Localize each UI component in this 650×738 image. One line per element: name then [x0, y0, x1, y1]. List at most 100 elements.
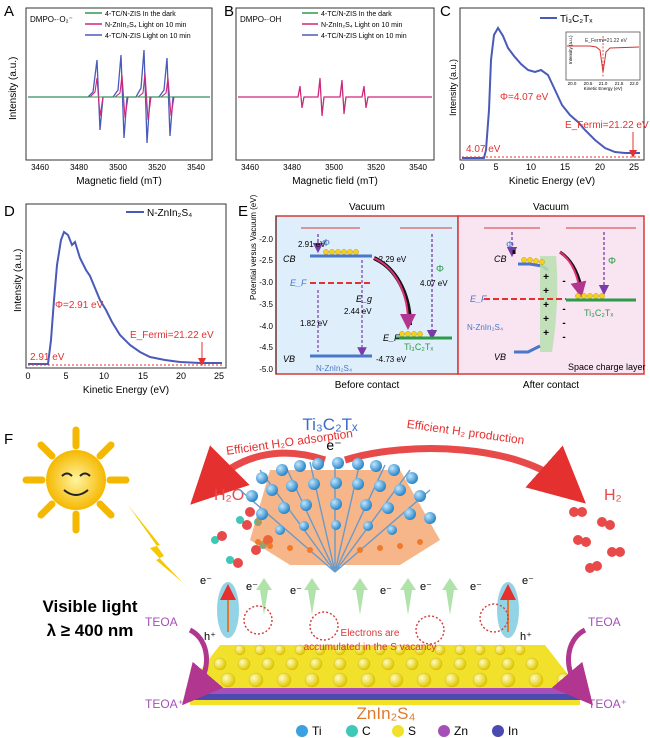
atom-swatch-zn: [438, 725, 450, 737]
d-tick-1: 0: [25, 371, 30, 381]
panel-d-letter: D: [4, 203, 15, 220]
panel-a-xlabel: Magnetic field (mT): [76, 176, 162, 187]
e-tick-4: -3.5: [259, 300, 273, 309]
inset-c-label: E_Fermi=21.22 eV: [585, 38, 627, 44]
panel-c-frame: [459, 7, 645, 161]
e-gap-value: 2.44 eV: [344, 307, 372, 316]
legend-b-entry-1: 4-TC/N-ZIS In the dark: [321, 11, 392, 18]
teoa-left: TEOA: [145, 615, 178, 629]
panel-d-cutoff: 2.91 eV: [30, 352, 65, 363]
inset-tick-5: 22.0: [630, 81, 639, 86]
sun-icon: [22, 426, 130, 534]
panel-f-letter: F: [4, 431, 13, 448]
panel-b-letter: B: [224, 3, 234, 20]
inset-tick-1: 20.0: [568, 81, 577, 86]
inset-c-ylabel: Intensity (a.u.): [568, 35, 573, 64]
inset-c-xlabel: Kinetic Energy (eV): [584, 86, 623, 91]
panel-d-efermi: E_Fermi=21.22 eV: [130, 330, 214, 341]
e-cb-label-after: CB: [494, 254, 507, 264]
atom-label-s: S: [408, 724, 416, 738]
panel-b-xlabel: Magnetic field (mT): [292, 176, 378, 187]
legend-a-entry-3: 4-TC/N-ZIS Light on 10 min: [105, 33, 191, 40]
e-label-3: e⁻: [290, 585, 302, 597]
a-tick-2: 3480: [70, 163, 88, 172]
c-tick-1: 0: [459, 162, 464, 172]
atom-label-in: In: [508, 724, 518, 738]
panel-c-ylabel: Intensity (a.u.): [448, 59, 458, 116]
c-tick-2: 5: [493, 162, 498, 172]
e-tick-2: -2.5: [259, 256, 273, 265]
inset-tick-3: 21.0: [599, 81, 608, 86]
e-nzis-label-after: N-ZnIn₂S₄: [467, 323, 503, 332]
e-ti-label-left: Ti₃C₂Tₓ: [404, 342, 433, 352]
e-nzis-label-left: N-ZnIn₂S₄: [316, 364, 352, 373]
atom-label-zn: Zn: [454, 724, 468, 738]
e-cb-value: -2.29 eV: [376, 255, 407, 264]
teoa-plus-left: TEOA⁺: [145, 697, 184, 711]
e-label-1: e⁻: [200, 575, 212, 587]
e-before-label: Before contact: [335, 380, 400, 391]
panel-e: E Potential versus Vacuum (eV) Vacuum Va…: [238, 194, 646, 391]
panel-e-vacuum-2: Vacuum: [533, 202, 569, 213]
legend-c-entry: Ti₃C₂Tₓ: [560, 14, 593, 25]
e-transfer-arrow: [373, 257, 416, 330]
atom-label-c: C: [362, 724, 371, 738]
h-label-1: h⁺: [204, 631, 216, 643]
e-ef-dist: 1.82 eV: [300, 319, 328, 328]
e-eg-label: E_g: [356, 294, 372, 304]
minus-4: -: [562, 332, 565, 343]
plus-4: +: [543, 314, 549, 325]
e-tick-1: -2.0: [259, 235, 273, 244]
panel-e-vacuum-1: Vacuum: [349, 202, 385, 213]
f-h2o-label: H₂O: [214, 487, 244, 504]
e-tick-5: -4.0: [259, 322, 273, 331]
minus-2: -: [562, 304, 565, 315]
epr-b-magenta-trace: [238, 77, 432, 117]
legend-a-entry-1: 4-TC/N-ZIS In the dark: [105, 11, 176, 18]
panel-c-efermi: E_Fermi=21.22 eV: [565, 120, 649, 131]
panel-b-title: DMPO-·OH: [240, 15, 282, 24]
f-ti-title: Ti₃C₂Tₓ: [302, 415, 358, 434]
f-h2-label: H₂: [604, 487, 622, 504]
e-after-label: After contact: [523, 380, 579, 391]
a-tick-1: 3460: [31, 163, 49, 172]
d-tick-3: 10: [99, 371, 109, 381]
c-tick-5: 20: [595, 162, 605, 172]
d-tick-4: 15: [138, 371, 148, 381]
e-ef-label-left: E_F: [290, 278, 307, 288]
wavelength-label: λ ≥ 400 nm: [47, 621, 134, 640]
vacancy-label-1: Electrons are: [341, 628, 400, 639]
e-transfer-after: [559, 251, 587, 298]
e-label-6: e⁻: [470, 581, 482, 593]
e-space-charge-label: Space charge layer: [568, 362, 646, 372]
c-tick-4: 15: [560, 162, 570, 172]
b-tick-2: 3480: [283, 163, 301, 172]
d-tick-2: 5: [63, 371, 68, 381]
e-ti-label-after: Ti₃C₂Tₓ: [584, 308, 613, 318]
e-tick-6: -4.5: [259, 343, 273, 352]
e-label-7: e⁻: [522, 575, 534, 587]
panel-a-title: DMPO-·O₂⁻: [30, 15, 73, 24]
c-tick-6: 25: [629, 162, 639, 172]
d-tick-6: 25: [214, 371, 224, 381]
panel-c-letter: C: [440, 3, 451, 20]
plus-2: +: [543, 286, 549, 297]
minus-1: -: [562, 276, 565, 287]
ti3c2-structure: [239, 457, 440, 573]
e-ef-label-ti: E_F: [383, 333, 400, 343]
legend-b-entry-2: N-ZnIn₂S₄ Light on 10 min: [321, 22, 403, 29]
znin2s4-label: ZnIn₂S₄: [357, 704, 416, 723]
atom-swatch-c: [346, 725, 358, 737]
d-tick-5: 20: [176, 371, 186, 381]
plus-1: +: [543, 272, 549, 283]
e-phi-label-after-left: Φ: [506, 240, 514, 251]
b-tick-3: 3500: [325, 163, 343, 172]
e-tick-3: -3.0: [259, 278, 273, 287]
inset-tick-4: 21.5: [615, 81, 624, 86]
panel-e-before-box: [275, 215, 459, 375]
e-phi-value-left: 2.91 eV: [298, 240, 326, 249]
inset-tick-2: 20.5: [584, 81, 593, 86]
e-tick-7: -5.0: [259, 365, 273, 374]
panel-a-ylabel: Intensity (a.u.): [8, 57, 19, 120]
minus-3: -: [562, 318, 565, 329]
